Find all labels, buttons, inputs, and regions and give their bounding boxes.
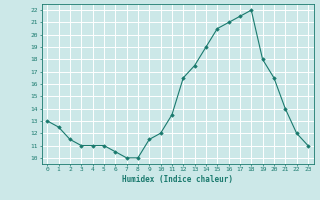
X-axis label: Humidex (Indice chaleur): Humidex (Indice chaleur) <box>122 175 233 184</box>
